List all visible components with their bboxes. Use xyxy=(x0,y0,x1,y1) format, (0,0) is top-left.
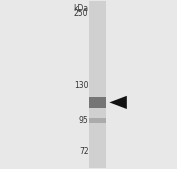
Bar xyxy=(88,97,106,108)
Text: 250: 250 xyxy=(74,9,88,18)
Text: 130: 130 xyxy=(74,81,88,90)
Bar xyxy=(88,118,106,123)
Text: 95: 95 xyxy=(79,116,88,125)
Polygon shape xyxy=(109,96,127,109)
Text: kDa: kDa xyxy=(73,4,88,13)
Bar xyxy=(88,1,106,168)
Text: 72: 72 xyxy=(79,147,88,156)
